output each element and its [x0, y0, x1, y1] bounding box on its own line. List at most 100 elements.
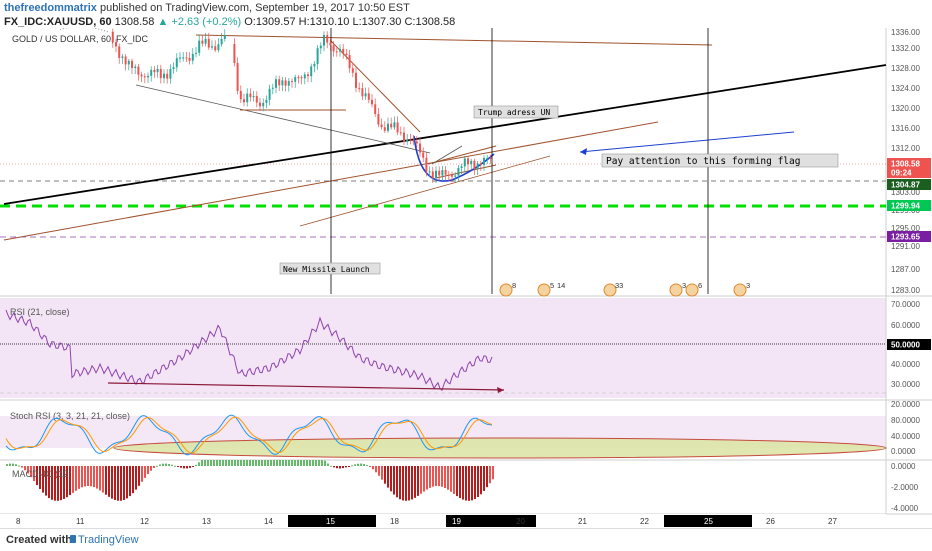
candle-body[interactable] — [326, 35, 329, 43]
candle-body[interactable] — [223, 35, 226, 39]
candle-body[interactable] — [345, 53, 348, 56]
candle-body[interactable] — [175, 58, 178, 68]
candle-body[interactable] — [143, 76, 146, 78]
candle-body[interactable] — [441, 170, 444, 176]
stoch-k-line[interactable] — [5, 414, 493, 456]
candle-body[interactable] — [431, 171, 434, 178]
candle-body[interactable] — [252, 96, 255, 98]
candle-body[interactable] — [463, 158, 466, 167]
candle-body[interactable] — [367, 93, 370, 100]
candle-body[interactable] — [422, 152, 425, 158]
candle-body[interactable] — [121, 56, 124, 58]
candle-body[interactable] — [172, 67, 175, 70]
candle-body[interactable] — [319, 45, 322, 49]
candle-body[interactable] — [303, 74, 306, 79]
candle-body[interactable] — [473, 160, 476, 170]
candle-body[interactable] — [284, 80, 287, 86]
candle-body[interactable] — [131, 60, 133, 69]
candle-body[interactable] — [374, 104, 377, 114]
time-axis[interactable] — [0, 514, 886, 528]
candle-body[interactable] — [451, 175, 453, 177]
candle-body[interactable] — [150, 69, 153, 76]
candle-body[interactable] — [403, 132, 405, 142]
candle-body[interactable] — [460, 166, 463, 169]
candle-body[interactable] — [483, 158, 485, 165]
candle-body[interactable] — [444, 170, 447, 175]
top-resistance-line[interactable] — [195, 34, 713, 46]
wedge-line[interactable] — [135, 84, 431, 154]
candle-body[interactable] — [467, 158, 469, 165]
candle-body[interactable] — [179, 57, 181, 59]
candle-body[interactable] — [153, 69, 156, 73]
rsi-line[interactable] — [5, 309, 493, 392]
event-flag-icon[interactable] — [537, 283, 551, 297]
candle-body[interactable] — [351, 68, 354, 73]
candle-body[interactable] — [217, 44, 220, 51]
event-flag-icon[interactable] — [499, 283, 513, 297]
candle-body[interactable] — [249, 93, 252, 98]
tradingview-brand-link[interactable]: TradingView — [78, 534, 139, 546]
candle-body[interactable] — [297, 77, 300, 79]
candle-body[interactable] — [470, 160, 473, 165]
candle-body[interactable] — [275, 79, 277, 88]
candle-body[interactable] — [294, 77, 297, 82]
stoch-d-line[interactable] — [5, 416, 493, 454]
candle-body[interactable] — [409, 139, 412, 141]
candle-body[interactable] — [332, 45, 335, 52]
candle-body[interactable] — [198, 40, 201, 53]
candle-body[interactable] — [220, 38, 223, 45]
candle-body[interactable] — [486, 157, 489, 159]
candle-body[interactable] — [316, 48, 319, 64]
event-flag-icon[interactable] — [603, 283, 617, 297]
candle-body[interactable] — [271, 87, 274, 89]
candle-body[interactable] — [412, 140, 415, 142]
candle-body[interactable] — [383, 127, 386, 131]
candle-body[interactable] — [380, 124, 383, 128]
candle-body[interactable] — [207, 38, 210, 48]
candle-body[interactable] — [415, 141, 418, 144]
candle-body[interactable] — [393, 122, 396, 128]
candle-body[interactable] — [265, 99, 268, 103]
macd-histogram[interactable] — [6, 460, 494, 501]
candle-body[interactable] — [182, 57, 185, 59]
candle-body[interactable] — [268, 88, 271, 100]
candle-body[interactable] — [204, 38, 207, 44]
candle-body[interactable] — [278, 79, 281, 86]
candle-body[interactable] — [355, 72, 357, 88]
candlesticks[interactable] — [111, 28, 492, 184]
candle-body[interactable] — [281, 80, 284, 86]
candle-body[interactable] — [377, 113, 380, 125]
candle-body[interactable] — [239, 90, 242, 100]
event-badges[interactable]: 8 5 14 33 3 6 3 — [499, 281, 750, 297]
candle-body[interactable] — [313, 63, 316, 67]
candle-body[interactable] — [115, 42, 117, 47]
candle-body[interactable] — [476, 163, 479, 170]
candle-body[interactable] — [335, 51, 338, 53]
candle-body[interactable] — [339, 48, 341, 52]
price-axis[interactable] — [886, 28, 932, 514]
candle-body[interactable] — [118, 46, 121, 58]
candle-body[interactable] — [262, 102, 265, 107]
candle-body[interactable] — [406, 139, 409, 142]
annotation-missile[interactable]: New Missile Launch — [279, 262, 381, 275]
candle-body[interactable] — [195, 52, 197, 54]
candle-body[interactable] — [307, 74, 309, 77]
candle-body[interactable] — [137, 66, 140, 75]
candle-body[interactable] — [243, 99, 245, 103]
candle-body[interactable] — [201, 40, 204, 44]
candle-body[interactable] — [428, 171, 431, 173]
blue-arrow-line[interactable] — [579, 131, 795, 153]
rsi-divergence-arrow[interactable] — [107, 382, 505, 391]
event-flag-icon[interactable] — [733, 283, 747, 297]
annotation-flag[interactable]: Pay attention to this forming flag — [601, 153, 839, 168]
candle-body[interactable] — [147, 75, 149, 78]
candle-body[interactable] — [447, 174, 450, 176]
candle-body[interactable] — [140, 74, 143, 77]
candle-body[interactable] — [185, 57, 188, 59]
down-trend-line[interactable] — [329, 39, 421, 133]
candle-body[interactable] — [134, 66, 137, 69]
candle-body[interactable] — [361, 88, 364, 97]
candle-body[interactable] — [387, 123, 389, 131]
candle-body[interactable] — [425, 157, 428, 172]
candle-body[interactable] — [163, 73, 165, 79]
